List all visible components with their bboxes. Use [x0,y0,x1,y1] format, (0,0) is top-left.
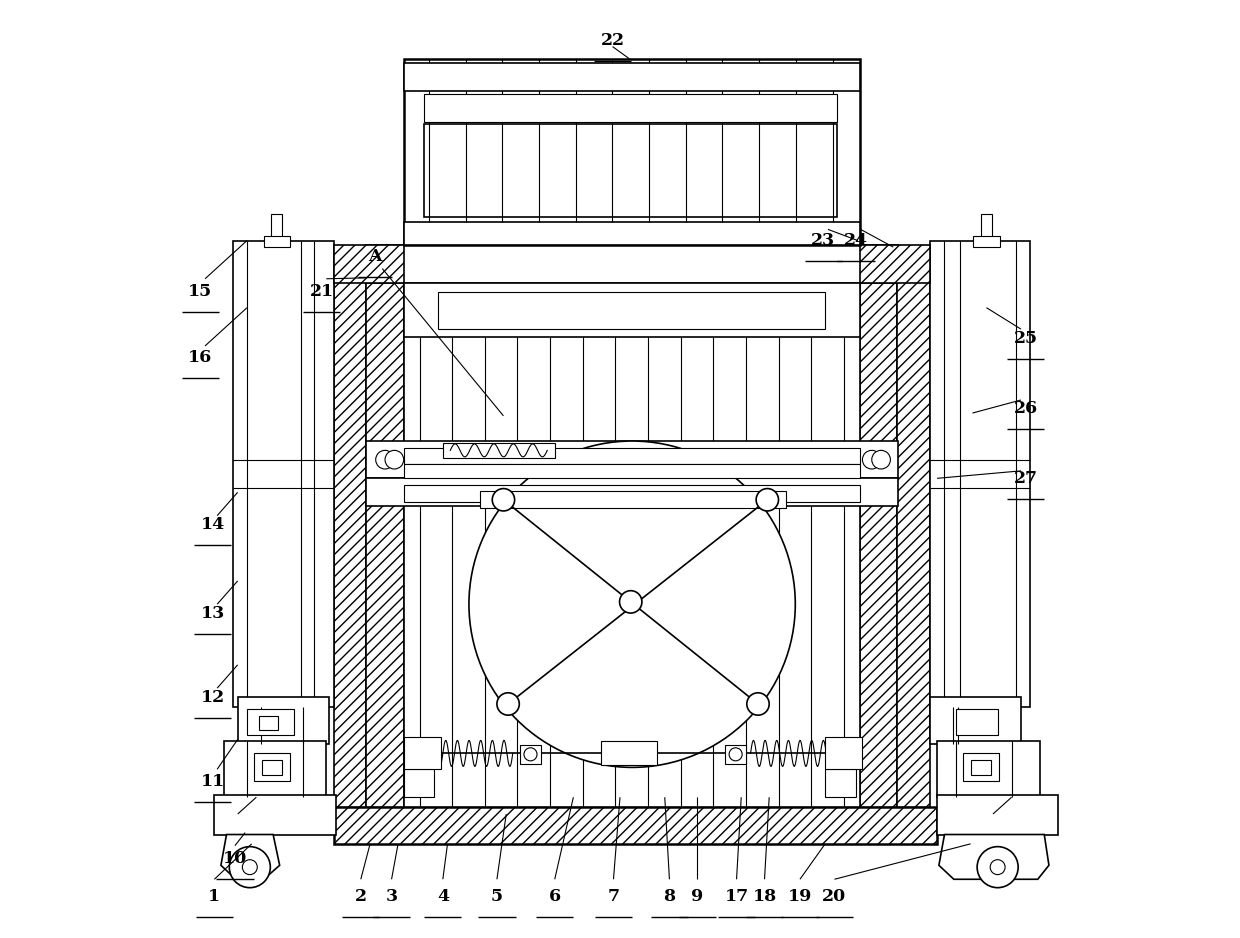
Bar [937,741,1039,797]
Bar [366,478,898,507]
Text: 27: 27 [1013,470,1038,487]
Text: 14: 14 [201,517,224,534]
Bar [404,222,859,245]
Bar [404,736,441,769]
Bar [930,240,1030,706]
Polygon shape [939,835,1049,879]
Polygon shape [221,835,280,879]
Bar [404,282,859,337]
Bar [233,240,334,706]
Text: 22: 22 [600,32,625,49]
Bar [601,741,657,764]
Bar [424,94,837,122]
Bar [366,245,898,282]
Text: A: A [368,248,382,265]
Circle shape [756,489,779,511]
Bar [725,745,746,764]
Circle shape [863,450,882,469]
Bar [424,124,837,218]
Text: 26: 26 [1013,400,1038,416]
Text: 9: 9 [691,887,703,904]
Text: 25: 25 [1013,330,1038,347]
Text: 1: 1 [208,887,221,904]
Circle shape [492,489,515,511]
Bar [404,263,859,807]
Bar [897,263,930,807]
Bar [259,716,278,730]
Bar [480,492,786,508]
Bar [223,741,326,797]
Bar [404,464,859,478]
Circle shape [620,591,642,613]
Circle shape [977,847,1018,887]
Circle shape [242,860,257,874]
Bar [404,447,859,464]
Text: 6: 6 [548,887,560,904]
Bar [937,795,1058,835]
Bar [238,698,329,744]
Bar [215,795,336,835]
Bar [825,736,863,769]
Bar [247,708,294,734]
Bar [334,807,937,844]
Bar [963,753,998,781]
Circle shape [525,748,537,761]
Text: 11: 11 [201,773,224,790]
Circle shape [872,450,890,469]
Bar [438,292,825,329]
Bar [956,708,998,734]
Text: 13: 13 [201,605,224,622]
Circle shape [497,693,520,715]
Bar [859,245,930,282]
Circle shape [386,450,404,469]
Bar [334,263,366,807]
Bar [404,485,859,502]
Bar [981,215,992,240]
Text: 16: 16 [188,349,212,366]
Bar [264,235,290,247]
Bar [254,753,290,781]
Bar [404,769,434,797]
Circle shape [229,847,270,887]
Bar [404,64,859,91]
Text: 23: 23 [811,232,836,250]
Text: 15: 15 [188,283,212,300]
Bar [334,245,404,282]
Text: 20: 20 [822,887,847,904]
Bar [971,760,991,775]
Text: 5: 5 [491,887,503,904]
Circle shape [746,693,769,715]
Circle shape [376,450,394,469]
Circle shape [469,441,795,767]
Circle shape [729,748,743,761]
Text: 2: 2 [355,887,367,904]
Text: 19: 19 [787,887,812,904]
Text: 21: 21 [310,283,334,300]
Bar [930,698,1021,744]
Text: 17: 17 [724,887,749,904]
Bar [521,745,541,764]
Text: 24: 24 [844,232,868,250]
Text: 12: 12 [201,688,224,706]
Bar [272,215,283,240]
Bar [366,441,898,478]
Text: 18: 18 [753,887,776,904]
Text: 8: 8 [663,887,676,904]
Bar [443,443,554,458]
Text: 7: 7 [608,887,620,904]
Circle shape [991,860,1006,874]
Text: 10: 10 [223,850,247,868]
Bar [973,235,999,247]
Bar [825,769,856,797]
Bar [859,263,897,807]
Text: 3: 3 [386,887,398,904]
Bar [262,760,283,775]
Bar [366,263,404,807]
Bar [404,59,859,245]
Text: 4: 4 [436,887,449,904]
